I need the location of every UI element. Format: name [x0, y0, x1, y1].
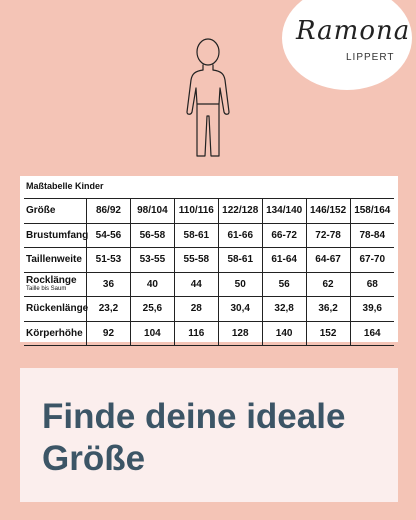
table-cell: 28: [173, 296, 219, 321]
table-cell: 58-61: [173, 222, 219, 248]
table-row: Rocklänge Taille bis Saum 36 40 44 50 56 62 68: [24, 271, 394, 297]
cta-banner: Finde deine ideale Größe: [20, 368, 398, 502]
row-label-text: Brustumfang: [26, 229, 89, 241]
banner-headline: Finde deine ideale Größe: [42, 396, 345, 480]
table-cell: 51-53: [86, 247, 131, 272]
table-row: Körperhöhe 92 104 116 128 140 152 164: [24, 320, 394, 346]
row-label-text: Rückenlänge: [26, 303, 89, 315]
table-cell: 98/104: [129, 198, 175, 223]
table-cell: 32,8: [261, 296, 307, 321]
row-label: Rocklänge Taille bis Saum: [24, 271, 87, 297]
table-cell: 53-55: [129, 247, 175, 272]
size-table: Größe 86/92 98/104 110/116 122/128 134/140 146…: [24, 198, 394, 346]
row-label-text: Taillenweite: [26, 254, 82, 266]
table-cell: 44: [173, 271, 219, 297]
table-cell: 56-58: [129, 222, 175, 248]
table-cell: 66-72: [261, 222, 307, 248]
table-cell: 54-56: [86, 222, 131, 248]
table-cell: 36: [86, 271, 131, 297]
row-label-text: Größe: [26, 205, 56, 217]
row-label: Taillenweite: [24, 247, 87, 272]
table-cell: 78-84: [349, 222, 394, 248]
table-cell: 64-67: [305, 247, 351, 272]
table-cell: 61-64: [261, 247, 307, 272]
table-cell: 152: [305, 320, 351, 346]
table-cell: 23,2: [86, 296, 131, 321]
table-cell: 67-70: [349, 247, 394, 272]
table-row: Rückenlänge 23,2 25,6 28 30,4 32,8 36,2 39,6: [24, 296, 394, 321]
brand-logo: Ramona LIPPERT: [282, 0, 412, 90]
row-label: Körperhöhe: [24, 320, 87, 346]
table-cell: 164: [349, 320, 394, 346]
table-cell: 158/164: [349, 198, 394, 223]
table-cell: 62: [305, 271, 351, 297]
row-label-text: Körperhöhe: [26, 327, 83, 339]
row-label: Brustumfang: [24, 222, 89, 248]
table-row: Taillenweite 51-53 53-55 55-58 58-61 61-64 64-…: [24, 247, 394, 272]
banner-line-2: Größe: [42, 439, 146, 478]
table-cell: 58-61: [217, 247, 263, 272]
child-figure-icon: [186, 38, 230, 157]
row-label: Größe: [24, 198, 87, 223]
table-cell: 61-66: [217, 222, 263, 248]
table-cell: 116: [173, 320, 219, 346]
table-cell: 56: [261, 271, 307, 297]
banner-line-1: Finde deine ideale: [42, 397, 346, 436]
table-cell: 36,2: [305, 296, 351, 321]
table-cell: 72-78: [305, 222, 351, 248]
table-cell: 50: [217, 271, 263, 297]
table-title: Maßtabelle Kinder: [26, 181, 104, 191]
table-cell: 68: [349, 271, 394, 297]
table-cell: 55-58: [173, 247, 219, 272]
size-chart-panel: Maßtabelle Kinder Größe 86/92 98/104 110/11…: [20, 176, 398, 346]
table-row: Größe 86/92 98/104 110/116 122/128 134/140 146…: [24, 198, 394, 223]
row-label-text: Rocklänge: [26, 275, 77, 287]
table-cell: 110/116: [173, 198, 219, 223]
logo-script: Ramona: [296, 16, 411, 46]
row-label: Rückenlänge: [24, 296, 89, 321]
row-sublabel: Taille bis Saum: [26, 286, 67, 293]
table-cell: 39,6: [349, 296, 394, 321]
table-cell: 146/152: [305, 198, 351, 223]
table-row: Brustumfang 54-56 56-58 58-61 61-66 66-72 72-7…: [24, 222, 394, 248]
table-cell: 104: [129, 320, 175, 346]
table-cell: 40: [129, 271, 175, 297]
table-cell: 25,6: [129, 296, 175, 321]
table-cell: 86/92: [86, 198, 131, 223]
table-cell: 122/128: [217, 198, 263, 223]
table-cell: 128: [217, 320, 263, 346]
table-cell: 140: [261, 320, 307, 346]
table-cell: 92: [86, 320, 131, 346]
table-cell: 134/140: [261, 198, 307, 223]
table-cell: 30,4: [217, 296, 263, 321]
logo-subtitle: LIPPERT: [346, 52, 395, 63]
